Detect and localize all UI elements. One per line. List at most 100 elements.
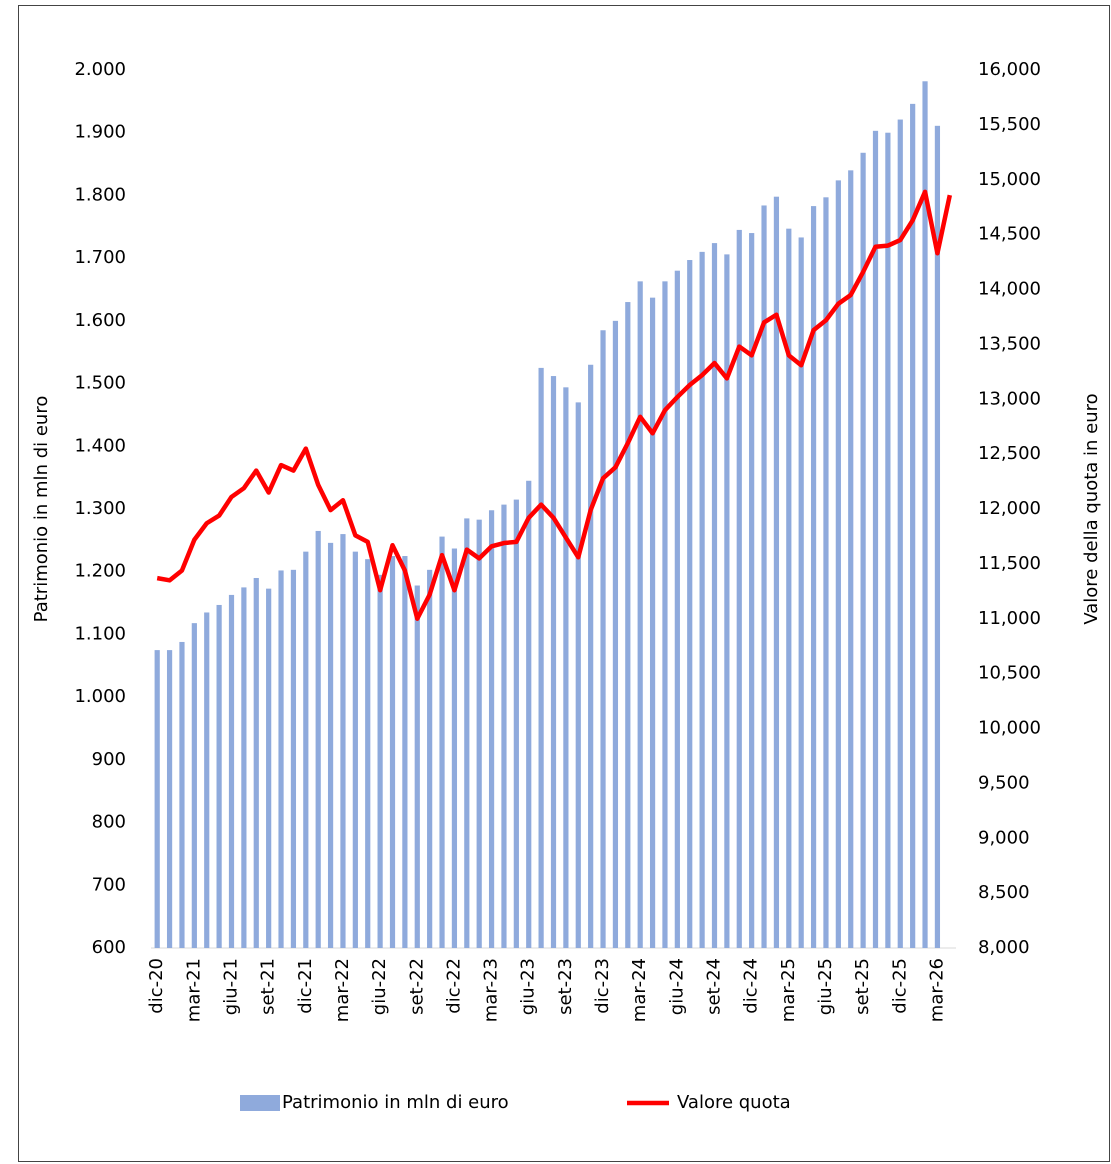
y2-tick-label: 12,500 — [978, 443, 1041, 464]
y-tick-label: 1.400 — [74, 435, 126, 456]
bar — [637, 281, 643, 948]
x-tick-label: mar-26 — [926, 958, 947, 1022]
x-tick-label: set-21 — [258, 958, 279, 1015]
bar — [488, 510, 495, 948]
bar — [389, 556, 396, 948]
bar — [724, 254, 730, 948]
x-tick-label: dic-22 — [443, 958, 464, 1014]
y-tick-label: 2.000 — [74, 59, 126, 80]
y-tick-label: 1.100 — [74, 623, 126, 644]
y-tick-label: 1.300 — [74, 498, 126, 519]
bar — [563, 387, 569, 948]
x-tick-label: dic-25 — [889, 958, 910, 1014]
y2-tick-label: 15,500 — [978, 114, 1041, 135]
bar — [216, 604, 222, 948]
bar — [910, 103, 916, 948]
bar — [427, 569, 433, 948]
bar — [228, 594, 235, 948]
bar — [786, 228, 792, 949]
y-tick-label: 1.600 — [74, 310, 126, 331]
y-tick-label: 1.700 — [74, 247, 126, 268]
bar — [315, 530, 321, 948]
bar — [736, 229, 742, 948]
y2-tick-label: 15,000 — [978, 169, 1041, 190]
bar — [451, 548, 458, 948]
y2-tick-label: 10,000 — [978, 718, 1041, 739]
x-tick-label: mar-23 — [481, 958, 502, 1022]
bar — [191, 623, 197, 948]
bar — [439, 536, 445, 948]
y2-tick-label: 12,000 — [978, 498, 1041, 519]
bar — [154, 650, 160, 948]
x-tick-label: giu-25 — [815, 958, 836, 1015]
x-tick-label: dic-20 — [146, 958, 167, 1014]
x-tick-label: mar-25 — [778, 958, 799, 1022]
x-tick-label: giu-22 — [369, 958, 390, 1015]
x-tick-label: set-22 — [406, 958, 427, 1015]
x-tick-label: giu-24 — [666, 958, 687, 1015]
bar — [204, 612, 210, 948]
bar — [699, 251, 705, 948]
bar — [687, 260, 693, 948]
bar — [414, 585, 420, 948]
bar — [885, 132, 891, 948]
bar — [897, 119, 903, 948]
x-tick-label: dic-21 — [295, 958, 316, 1014]
y2-tick-label: 14,500 — [978, 224, 1041, 245]
line — [156, 189, 953, 621]
bar — [464, 518, 470, 948]
bar — [835, 180, 841, 948]
bar — [823, 197, 829, 948]
bar — [327, 542, 334, 948]
bar — [934, 125, 941, 948]
x-tick-label: giu-21 — [221, 958, 242, 1015]
bar — [303, 551, 309, 948]
y-tick-label: 800 — [92, 812, 126, 833]
x-tick-label: dic-23 — [592, 958, 613, 1014]
bar — [612, 320, 619, 948]
bar — [241, 587, 247, 948]
y2-tick-label: 10,500 — [978, 663, 1041, 684]
bar — [290, 569, 297, 948]
bar — [711, 243, 718, 948]
bar — [266, 588, 272, 948]
bar — [749, 233, 755, 949]
bar — [476, 519, 482, 948]
bar — [922, 81, 928, 948]
x-tick-label: mar-24 — [629, 958, 650, 1022]
bar — [798, 237, 804, 948]
bar — [365, 559, 371, 948]
bar — [649, 297, 656, 949]
y-axis-title: Patrimonio in mln di euro — [31, 396, 52, 623]
bar — [848, 170, 854, 949]
y2-tick-label: 11,500 — [978, 553, 1041, 574]
y-tick-label: 900 — [92, 749, 126, 770]
y2-tick-label: 13,500 — [978, 333, 1041, 354]
y-tick-label: 1.500 — [74, 373, 126, 394]
y2-tick-label: 13,000 — [978, 388, 1041, 409]
x-tick-label: dic-24 — [741, 958, 762, 1014]
bar — [377, 574, 383, 948]
x-tick-label: set-24 — [704, 958, 725, 1015]
y2-tick-label: 9,500 — [978, 772, 1030, 793]
y-tick-label: 1.200 — [74, 561, 126, 582]
bar — [501, 504, 507, 948]
bar — [402, 556, 408, 948]
bar — [352, 551, 358, 948]
y2-tick-label: 8,500 — [978, 882, 1030, 903]
bar — [575, 402, 581, 948]
bar — [810, 206, 817, 949]
x-tick-label: mar-21 — [183, 958, 204, 1022]
bar — [761, 205, 767, 948]
y2-tick-label: 9,000 — [978, 827, 1030, 848]
y2-axis-title: Valore della quota in euro — [1081, 393, 1102, 624]
bar — [526, 480, 532, 948]
y-tick-label: 700 — [92, 874, 126, 895]
y-tick-label: 1.000 — [74, 686, 126, 707]
bar — [588, 364, 594, 948]
bar — [872, 130, 879, 948]
x-tick-label: set-25 — [852, 958, 873, 1015]
y2-tick-label: 11,000 — [978, 608, 1041, 629]
bar — [625, 302, 631, 948]
